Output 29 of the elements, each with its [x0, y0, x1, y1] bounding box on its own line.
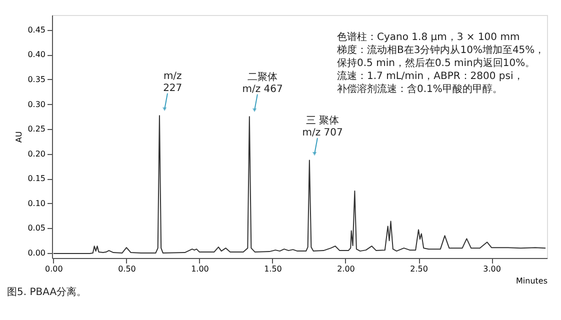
y-tick-label: 0.45 [28, 25, 46, 34]
annotation: 色谱柱：Cyano 1.8 μm，3 × 100 mm [337, 31, 520, 43]
x-tick-label: 0.50 [118, 264, 136, 274]
x-tick-label: 1.50 [264, 264, 282, 274]
y-tick-label: 0.20 [28, 149, 46, 158]
y-tick-label: 0.15 [28, 174, 46, 184]
y-axis-title: AU [14, 131, 24, 143]
annotation: 三 聚体 m/z 707 [302, 114, 343, 139]
x-tick-label: 0.00 [45, 264, 63, 274]
annotation: 梯度：流动相B在3分钟内从10%增加至45%， [336, 44, 545, 56]
annotation: 流速：1.7 mL/min，ABPR：2800 psi， [337, 70, 524, 82]
y-tick-label: 0.30 [28, 100, 46, 109]
x-axis-title: Minutes [516, 276, 548, 286]
annotation: 保持0.5 min，然后在0.5 min内返回10%。 [337, 57, 536, 69]
caption: 图5. PBAA分离。 [7, 286, 87, 298]
x-tick-label: 2.50 [410, 264, 428, 274]
y-tick-label: 0.35 [28, 74, 46, 84]
line-series [52, 115, 546, 254]
annotation: 补偿溶剂流速：含0.1%甲酸的甲醇。 [337, 83, 502, 95]
x-tick-label: 2.00 [337, 264, 355, 274]
y-tick-label: 0.40 [28, 50, 46, 60]
x-tick-label: 1.00 [191, 264, 209, 274]
y-tick-label: 0.25 [28, 124, 46, 134]
y-tick-label: 0.10 [28, 198, 46, 208]
annotation: m/z 227 [163, 70, 182, 94]
y-tick-label: 0.00 [28, 248, 46, 258]
x-tick-label: 3.00 [483, 264, 501, 274]
annotation: 二聚体 m/z 467 [242, 70, 283, 95]
y-tick-label: 0.05 [28, 224, 46, 233]
